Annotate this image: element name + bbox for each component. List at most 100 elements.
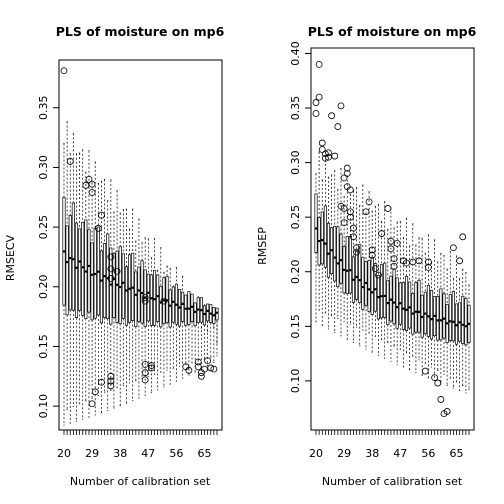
outlier-point <box>346 208 354 216</box>
outlier-point <box>312 110 320 117</box>
box-62 <box>193 302 197 373</box>
outlier-point <box>148 362 155 369</box>
x-tick-label: 20 <box>57 447 71 460</box>
box-51 <box>159 247 163 373</box>
box-44 <box>137 218 141 399</box>
box-42 <box>383 201 387 359</box>
outlier-point <box>194 363 202 371</box>
box-23 <box>323 159 327 314</box>
box-38 <box>370 210 374 353</box>
outlier-point <box>107 372 115 380</box>
box-20 <box>62 143 66 426</box>
box-29 <box>90 182 94 399</box>
outlier-point <box>346 186 354 194</box>
outlier-point <box>107 275 115 282</box>
box-41 <box>380 220 384 340</box>
box-65 <box>454 255 459 383</box>
box-53 <box>165 265 169 371</box>
box-43 <box>134 240 138 382</box>
box-68 <box>212 307 216 363</box>
y-tick-label: 0.20 <box>289 259 302 284</box>
outlier-point <box>107 377 115 385</box>
outlier-point <box>318 146 326 153</box>
outlier-point <box>94 224 102 232</box>
outlier-point <box>88 400 96 408</box>
box-39 <box>373 205 377 337</box>
right-chart-title: PLS of moisture on mp6 <box>308 24 477 39</box>
box-22 <box>68 153 72 424</box>
outlier-point <box>340 174 348 182</box>
outlier-point <box>88 189 96 196</box>
y-tick-label: 0.10 <box>37 394 50 419</box>
box-28 <box>87 150 91 418</box>
right-x-axis-label: Number of calibration set <box>322 475 463 488</box>
box-26 <box>333 170 337 333</box>
outlier-point <box>384 205 392 212</box>
right-y-axis: 0.10 0.15 0.20 0.25 0.30 0.35 0.40 <box>289 41 311 393</box>
outlier-point <box>334 123 342 130</box>
outlier-point <box>337 102 345 110</box>
box-32 <box>351 190 356 343</box>
box-28 <box>339 168 343 337</box>
outlier-point <box>375 271 382 279</box>
outlier-point <box>82 181 90 189</box>
x-tick-label: 29 <box>337 447 351 460</box>
outlier-point <box>331 152 339 160</box>
outlier-point <box>194 358 202 366</box>
x-tick-label: 65 <box>450 447 464 460</box>
box-30 <box>345 175 349 340</box>
outlier-point <box>141 297 149 305</box>
box-23 <box>71 133 75 407</box>
outlier-point <box>434 379 442 387</box>
box-50 <box>408 245 412 371</box>
box-56 <box>426 234 430 379</box>
box-48 <box>401 236 405 368</box>
outlier-point <box>325 149 332 157</box>
box-47 <box>398 221 402 350</box>
box-58 <box>181 275 185 379</box>
box-66 <box>206 303 210 367</box>
y-tick-label: 0.30 <box>37 155 50 180</box>
outlier-point <box>210 365 218 373</box>
x-tick-label: 47 <box>141 447 155 460</box>
box-33 <box>355 187 359 328</box>
box-37 <box>115 190 119 389</box>
x-tick-label: 47 <box>393 447 407 460</box>
box-27 <box>336 189 340 319</box>
box-22 <box>320 179 324 326</box>
box-32 <box>99 180 104 414</box>
outlier-point <box>107 382 115 390</box>
box-52 <box>162 271 166 388</box>
box-64 <box>451 278 455 389</box>
box-25 <box>330 174 334 317</box>
box-45 <box>140 242 144 379</box>
outlier-point <box>371 265 379 272</box>
box-49 <box>405 217 409 354</box>
box-21 <box>65 121 69 410</box>
outlier-point <box>387 237 395 245</box>
box-67 <box>461 268 465 386</box>
box-59 <box>436 261 440 372</box>
box-40 <box>124 208 128 404</box>
box-57 <box>177 289 182 367</box>
outlier-point <box>353 244 360 252</box>
box-59 <box>184 294 188 365</box>
outlier-point <box>362 208 370 216</box>
box-63 <box>196 296 200 362</box>
y-tick-label: 0.25 <box>289 205 302 230</box>
outlier-point <box>107 265 115 273</box>
outlier-point <box>315 93 323 101</box>
box-41 <box>128 228 132 384</box>
box-42 <box>131 208 135 402</box>
box-31 <box>96 183 100 396</box>
y-tick-label: 0.10 <box>289 369 302 394</box>
outlier-point <box>325 153 332 161</box>
outlier-point <box>321 154 329 162</box>
left-y-axis-label: RMSECV <box>4 234 17 281</box>
y-tick-label: 0.15 <box>37 334 50 359</box>
box-50 <box>156 269 160 391</box>
box-62 <box>445 268 449 386</box>
outlier-point <box>403 259 410 267</box>
left-x-axis-label: Number of calibration set <box>70 475 211 488</box>
y-tick-label: 0.35 <box>289 96 302 121</box>
